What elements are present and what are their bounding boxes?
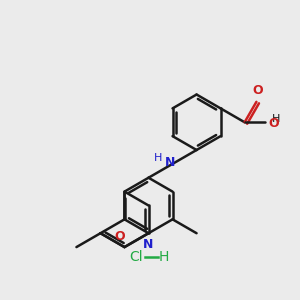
Text: N: N: [143, 238, 154, 251]
Text: Cl: Cl: [129, 250, 143, 264]
Text: O: O: [252, 84, 263, 97]
Text: O: O: [268, 117, 279, 130]
Text: H: H: [159, 250, 169, 264]
Text: N: N: [164, 156, 175, 170]
Text: O: O: [114, 230, 125, 243]
Text: H: H: [272, 114, 281, 124]
Text: H: H: [154, 153, 163, 163]
